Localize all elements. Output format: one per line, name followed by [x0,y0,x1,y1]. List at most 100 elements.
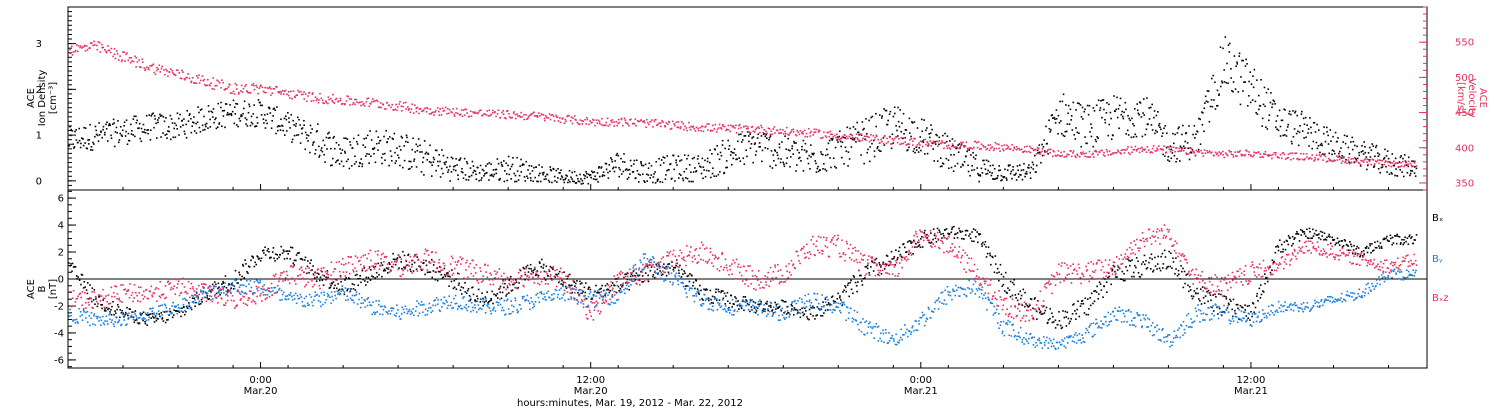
density-point [110,137,113,140]
density-point [1294,110,1297,113]
bx-point [1395,242,1398,245]
velocity-point [912,144,914,146]
bx-point [1301,229,1304,232]
bx-point [855,284,858,287]
velocity-point [265,91,267,94]
density-point [1412,160,1415,163]
velocity-point [1163,145,1165,148]
by-point [94,324,96,326]
density-point [301,127,304,129]
bx-point [1013,278,1016,281]
density-point [1075,127,1077,129]
bx-point [696,288,699,290]
density-point [80,142,82,145]
velocity-point [89,42,92,45]
bx-point [1198,298,1200,300]
density-point [374,161,377,164]
velocity-point [1006,147,1009,150]
density-point [453,165,455,168]
density-point [878,149,880,152]
by-point [138,317,140,319]
density-point [1278,109,1281,112]
velocity-point [224,87,227,90]
bx-point [558,270,561,273]
density-point [215,127,218,130]
bx-point [850,279,852,282]
bx-point [215,283,217,286]
density-point [768,138,770,141]
density-point [155,122,157,125]
bx-point [564,285,567,288]
velocity-point [346,95,349,97]
bx-point [1312,235,1315,237]
density-point [250,115,253,118]
density-point [657,178,660,181]
density-point [236,103,239,105]
bx-point [712,302,714,304]
bx-point [1338,240,1340,243]
velocity-point [1203,149,1206,151]
bx-point [1098,281,1101,284]
velocity-point [881,140,883,143]
bottom-y-tick-label: -2 [54,301,64,312]
density-point [840,145,843,148]
velocity-point [1085,152,1087,155]
velocity-point [1238,151,1240,153]
velocity-point [697,129,700,132]
bx-point [142,311,145,314]
density-point [570,176,572,179]
bx-point [748,303,750,306]
bx-point [343,293,346,296]
bx-point [316,272,319,275]
bx-point [1154,265,1157,267]
density-point [1147,123,1149,125]
bx-point [1111,269,1114,271]
density-point [456,164,458,166]
by-point [223,292,225,294]
bx-point [401,267,403,270]
bx-point [672,268,675,271]
bx-point [227,289,229,291]
bx-point [1354,253,1356,255]
velocity-point [163,69,165,71]
density-point [1259,105,1262,107]
density-point [1003,176,1006,178]
density-point [743,135,746,137]
density-point [769,165,771,168]
density-point [1108,103,1110,106]
density-point [259,101,261,104]
bx-point [388,261,390,264]
velocity-point [818,130,821,132]
velocity-point [669,128,672,130]
bx-point [198,303,200,306]
bx-point [1380,245,1383,248]
density-point [846,126,849,129]
density-point [1138,113,1141,116]
velocity-point [1136,149,1138,152]
density-point [515,180,518,183]
bx-point [668,263,671,265]
density-point [713,175,715,177]
velocity-point [384,108,386,110]
velocity-point [1143,149,1146,151]
by-point [161,314,164,316]
density-point [718,158,721,161]
velocity-point [379,102,382,104]
density-point [1090,123,1092,126]
bx-point [404,267,407,269]
density-point [664,178,667,180]
velocity-point [581,119,583,122]
velocity-point [886,137,888,140]
density-point [503,180,506,183]
density-point [361,163,364,165]
density-point [157,119,159,121]
density-point [557,177,559,179]
bx-point [1025,303,1027,305]
bx-point [1383,238,1386,241]
by-point [99,316,101,319]
velocity-point [1400,165,1403,167]
velocity-point [1123,152,1126,154]
bx-point [278,256,280,259]
by-point [100,319,103,322]
bx-point [262,249,265,252]
